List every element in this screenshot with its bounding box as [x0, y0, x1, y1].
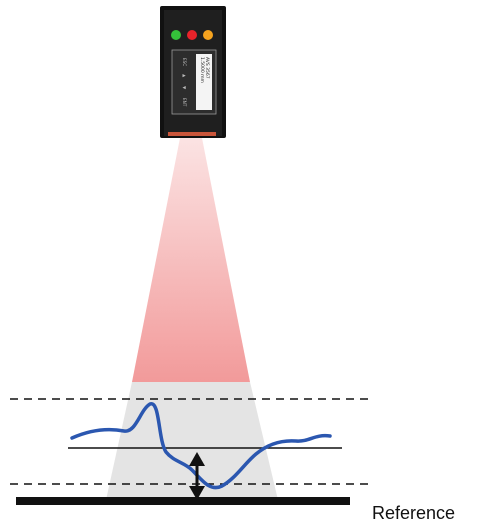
laser-sensor: AVS 3567 1.5000 mm ESC ▲ ▼ ENT	[160, 6, 226, 138]
button-label-up: ▲	[182, 74, 187, 78]
distance-arrow	[189, 452, 205, 500]
measurement-zone	[106, 382, 278, 500]
laser-beam	[132, 138, 250, 382]
reference-label: Reference	[372, 503, 456, 523]
display-line-2: 1.5000 mm	[199, 57, 205, 83]
indicator-led-green	[171, 30, 181, 40]
button-label-esc: ESC	[182, 58, 187, 66]
indicator-led-red	[187, 30, 197, 40]
indicator-led-amber	[203, 30, 213, 40]
display-line-1: AVS 3567	[204, 57, 210, 79]
button-label-ent: ENT	[182, 98, 187, 107]
button-label-down: ▼	[182, 86, 187, 90]
sensor-laser-window	[168, 132, 216, 136]
surface-profile-curve	[70, 402, 332, 490]
sensor-display	[196, 54, 212, 110]
reference-surface-bar	[16, 497, 350, 505]
